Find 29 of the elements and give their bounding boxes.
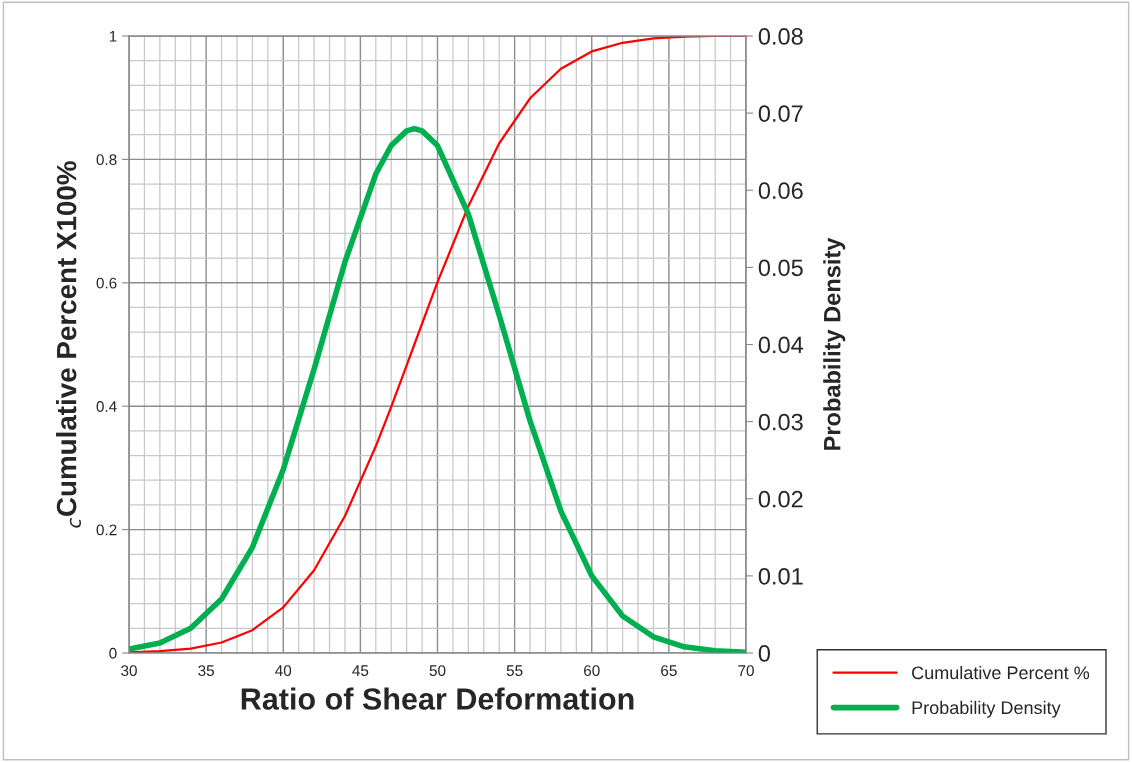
y2-tick-label: 0.01 — [758, 567, 803, 585]
y-tick-label: 0.4 — [96, 401, 117, 412]
y-tick-label: 0.8 — [96, 154, 117, 166]
x-tick-label: 65 — [661, 665, 677, 677]
legend-label: Probability Density — [912, 700, 1061, 718]
y2-tick-label: 0.06 — [758, 182, 803, 200]
x-tick-label: 70 — [738, 665, 754, 677]
x-tick-label: 60 — [584, 665, 600, 677]
y2-tick-label: 0.08 — [758, 28, 803, 45]
y2-tick-label: 0 — [758, 645, 771, 662]
y-axis-title: $_{c}$Cumulative Percent X100% — [56, 161, 81, 528]
y2-tick-label: 0.07 — [758, 105, 803, 122]
y2-axis-title: Probability Density — [823, 237, 846, 450]
y-tick-label: 0.6 — [96, 277, 117, 289]
x-tick-label: 55 — [506, 665, 523, 677]
y2-tick-label: 0.03 — [758, 413, 803, 431]
y2-tick-label: 0.05 — [758, 259, 803, 277]
y-tick-label: 0 — [109, 647, 117, 659]
y2-tick-label: 0.02 — [758, 490, 803, 508]
x-tick-label: 50 — [429, 665, 446, 677]
x-tick-label: 30 — [121, 665, 137, 677]
x-tick-label: 40 — [275, 665, 292, 677]
y-tick-label: 1 — [109, 31, 117, 42]
x-tick-label: 45 — [352, 665, 369, 677]
x-tick-label: 35 — [198, 665, 214, 677]
y-tick-label: 0.2 — [96, 524, 117, 536]
legend-label: Cumulative Percent % — [912, 665, 1090, 680]
x-axis-title: Ratio of Shear Deformation — [241, 687, 634, 710]
y2-tick-label: 0.04 — [758, 336, 804, 354]
